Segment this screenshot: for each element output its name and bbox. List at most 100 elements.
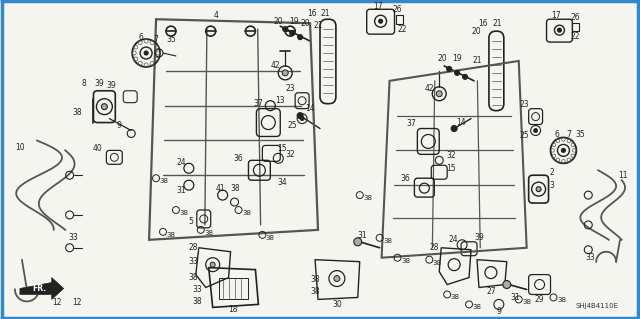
Circle shape: [503, 280, 511, 288]
Text: 31: 31: [357, 231, 367, 240]
Text: 8: 8: [81, 79, 86, 88]
Text: 35: 35: [575, 130, 585, 139]
Text: 18: 18: [228, 305, 237, 314]
Text: 20: 20: [437, 55, 447, 63]
Text: 17: 17: [373, 2, 383, 11]
Text: 7: 7: [566, 130, 571, 139]
Text: 22: 22: [397, 25, 407, 34]
Text: 25: 25: [287, 121, 297, 130]
Text: 30: 30: [332, 300, 342, 309]
Text: 33: 33: [192, 285, 202, 294]
Text: 31: 31: [176, 186, 186, 195]
Circle shape: [282, 70, 288, 76]
Text: 31: 31: [510, 293, 520, 302]
Circle shape: [290, 31, 294, 36]
Text: 22: 22: [571, 32, 580, 41]
Text: 25: 25: [520, 131, 529, 140]
Text: 17: 17: [552, 11, 561, 20]
Text: 3: 3: [549, 181, 554, 190]
Text: 38: 38: [472, 304, 481, 310]
Circle shape: [334, 276, 340, 282]
Bar: [219, 278, 248, 300]
Text: 24: 24: [176, 158, 186, 167]
Circle shape: [300, 117, 304, 121]
Text: 42: 42: [424, 84, 434, 93]
Text: 11: 11: [618, 171, 628, 180]
Circle shape: [463, 74, 468, 79]
Text: 27: 27: [486, 287, 496, 296]
Text: 37: 37: [406, 119, 416, 128]
Text: 20: 20: [300, 19, 310, 28]
Text: 15: 15: [277, 144, 287, 153]
Text: 28: 28: [429, 243, 439, 252]
Text: 38: 38: [231, 184, 241, 193]
Text: 38: 38: [266, 235, 275, 241]
Text: 38: 38: [192, 297, 202, 306]
Text: 16: 16: [478, 19, 488, 28]
Text: 19: 19: [452, 55, 462, 63]
Circle shape: [101, 104, 108, 110]
Circle shape: [298, 35, 303, 40]
Bar: [572, 23, 579, 31]
Text: 38: 38: [188, 273, 198, 282]
Text: 21: 21: [320, 9, 330, 18]
Circle shape: [557, 28, 561, 32]
Text: 38: 38: [73, 108, 83, 117]
Circle shape: [561, 148, 565, 152]
Text: SHJ4B4110E: SHJ4B4110E: [575, 303, 618, 309]
Text: 38: 38: [242, 210, 251, 216]
Text: 41: 41: [216, 184, 225, 193]
Text: 39: 39: [106, 81, 116, 90]
Circle shape: [210, 262, 215, 267]
Text: 38: 38: [310, 287, 320, 296]
Text: 38: 38: [522, 300, 531, 305]
Bar: [396, 15, 403, 24]
Text: 14: 14: [456, 118, 466, 127]
Circle shape: [454, 70, 460, 75]
Text: 6: 6: [139, 33, 143, 41]
Text: 20: 20: [471, 27, 481, 36]
Text: 38: 38: [166, 232, 175, 238]
Text: 38: 38: [383, 238, 392, 244]
Polygon shape: [20, 278, 63, 300]
Text: 38: 38: [433, 260, 442, 266]
Text: 33: 33: [188, 257, 198, 266]
Text: 38: 38: [310, 275, 320, 284]
Text: 9: 9: [117, 121, 122, 130]
Text: 38: 38: [401, 258, 410, 264]
Text: 36: 36: [234, 154, 243, 163]
Text: 26: 26: [570, 13, 580, 22]
Text: 19: 19: [289, 17, 299, 26]
Text: 15: 15: [446, 164, 456, 173]
Text: 10: 10: [15, 143, 25, 152]
Text: 40: 40: [93, 144, 102, 153]
Text: FR.: FR.: [33, 284, 47, 293]
Text: 32: 32: [285, 150, 295, 159]
Text: 36: 36: [401, 174, 410, 183]
Text: 21: 21: [313, 21, 323, 30]
Text: 38: 38: [557, 297, 566, 303]
Text: 35: 35: [166, 34, 176, 44]
Text: 26: 26: [393, 5, 403, 14]
Text: 28: 28: [188, 243, 198, 252]
Text: 42: 42: [271, 62, 280, 70]
Text: 33: 33: [586, 253, 595, 262]
Circle shape: [536, 187, 541, 192]
Text: 33: 33: [68, 233, 79, 242]
Text: 12: 12: [52, 298, 61, 307]
Text: 39: 39: [95, 79, 104, 88]
Text: 20: 20: [273, 17, 283, 26]
Text: 34: 34: [277, 178, 287, 187]
Circle shape: [144, 51, 148, 55]
Circle shape: [436, 91, 442, 97]
Text: 12: 12: [72, 298, 81, 307]
Text: 24: 24: [449, 235, 458, 244]
Text: 21: 21: [472, 56, 482, 65]
Text: 37: 37: [253, 99, 263, 108]
Circle shape: [354, 238, 362, 246]
Circle shape: [451, 126, 457, 131]
Text: 32: 32: [446, 151, 456, 160]
Text: 13: 13: [275, 96, 285, 105]
Text: 4: 4: [213, 11, 218, 20]
Circle shape: [534, 129, 538, 132]
